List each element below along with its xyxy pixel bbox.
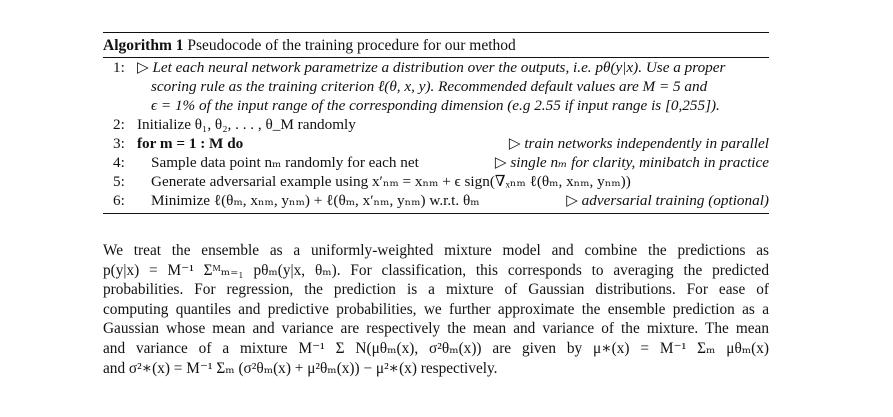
step-text: Initialize θ₁, θ₂, . . . , θ_M randomly xyxy=(137,116,356,133)
paragraph-line: computing quantiles and predictive proba… xyxy=(103,300,769,318)
step-number: 4: xyxy=(113,154,125,171)
step-number: 5: xyxy=(113,173,125,190)
algorithm-step-continuation: ϵ = 1% of the input range of the corresp… xyxy=(151,97,720,114)
algorithm-box: Algorithm 1 Pseudocode of the training p… xyxy=(103,32,769,214)
step-comment: ▷ single nₘ for clarity, minibatch in pr… xyxy=(494,154,769,171)
algorithm-caption: Algorithm 1 Pseudocode of the training p… xyxy=(103,33,769,55)
paragraph-line: We treat the ensemble as a uniformly-wei… xyxy=(103,242,769,259)
algorithm-top-rule xyxy=(103,32,769,33)
paragraph-line: probabilities. For regression, the predi… xyxy=(103,281,769,299)
step-number: 6: xyxy=(113,192,125,209)
algorithm-bottom-rule xyxy=(103,213,769,214)
algorithm-title-rule xyxy=(103,57,769,58)
algorithm-step: 1: ▷ Let each neural network parametrize… xyxy=(103,58,769,77)
step-number: 3: xyxy=(113,135,125,152)
paragraph-line: Gaussian whose mean and variance are res… xyxy=(103,320,769,338)
algorithm-title: Pseudocode of the training procedure for… xyxy=(187,37,516,54)
algorithm-step: 3: for m = 1 : M do ▷ train networks ind… xyxy=(103,134,769,153)
step-comment: ▷ adversarial training (optional) xyxy=(566,192,769,209)
step-text: Generate adversarial example using x′ₙₘ … xyxy=(151,173,631,190)
paragraph-line: and variance of a mixture M⁻¹ Σ N(μθₘ(x)… xyxy=(103,339,769,357)
step-number: 2: xyxy=(113,116,125,133)
algorithm-step: 2: Initialize θ₁, θ₂, . . . , θ_M random… xyxy=(103,115,769,134)
step-text: Sample data point nₘ randomly for each n… xyxy=(151,154,419,171)
step-text: ▷ Let each neural network parametrize a … xyxy=(137,59,726,76)
step-number: 1: xyxy=(113,59,125,76)
algorithm-step: 4: Sample data point nₘ randomly for eac… xyxy=(103,153,769,172)
step-comment: ▷ train networks independently in parall… xyxy=(508,135,769,152)
algorithm-label: Algorithm 1 xyxy=(103,37,184,54)
algorithm-step: 5: Generate adversarial example using x′… xyxy=(103,172,769,191)
body-paragraph: We treat the ensemble as a uniformly-wei… xyxy=(103,241,769,378)
step-text: Minimize ℓ(θₘ, xₙₘ, yₙₘ) + ℓ(θₘ, x′ₙₘ, y… xyxy=(151,192,480,209)
step-text: for m = 1 : M do xyxy=(137,135,244,152)
algorithm-step: 6: Minimize ℓ(θₘ, xₙₘ, yₙₘ) + ℓ(θₘ, x′ₙₘ… xyxy=(103,191,769,210)
paragraph-line: p(y|x) = M⁻¹ Σᴹₘ₌₁ pθₘ(y|x, θₘ). For cla… xyxy=(103,261,769,279)
paragraph-line: and σ²∗(x) = M⁻¹ Σₘ (σ²θₘ(x) + μ²θₘ(x)) … xyxy=(103,359,498,377)
algorithm-step-continuation: scoring rule as the training criterion ℓ… xyxy=(151,78,708,95)
